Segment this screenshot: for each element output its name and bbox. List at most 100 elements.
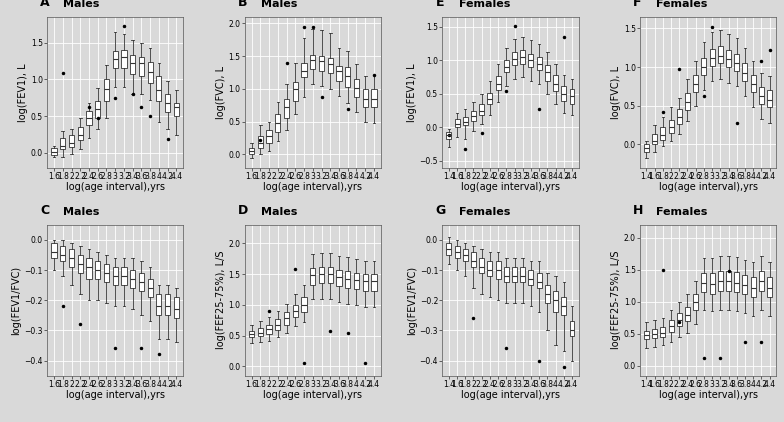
PathPatch shape: [372, 274, 376, 291]
Text: B: B: [238, 0, 247, 9]
PathPatch shape: [669, 320, 673, 332]
PathPatch shape: [130, 270, 136, 288]
PathPatch shape: [710, 49, 714, 65]
PathPatch shape: [652, 329, 657, 338]
PathPatch shape: [644, 144, 649, 152]
PathPatch shape: [78, 255, 83, 273]
PathPatch shape: [528, 54, 533, 67]
PathPatch shape: [103, 79, 109, 101]
PathPatch shape: [69, 249, 74, 267]
X-axis label: log(age interval),yrs: log(age interval),yrs: [461, 182, 560, 192]
Text: Females: Females: [459, 207, 510, 217]
Y-axis label: log(FEF25-75%), L/S: log(FEF25-75%), L/S: [216, 251, 226, 349]
PathPatch shape: [759, 87, 764, 104]
Text: E: E: [435, 0, 444, 9]
PathPatch shape: [528, 270, 533, 285]
PathPatch shape: [693, 294, 699, 310]
X-axis label: log(age interval),yrs: log(age interval),yrs: [461, 390, 560, 400]
PathPatch shape: [310, 55, 315, 69]
PathPatch shape: [742, 275, 747, 294]
PathPatch shape: [362, 274, 368, 291]
PathPatch shape: [767, 90, 772, 107]
PathPatch shape: [156, 76, 162, 101]
PathPatch shape: [718, 271, 723, 291]
Text: F: F: [633, 0, 641, 9]
PathPatch shape: [310, 268, 315, 284]
PathPatch shape: [147, 279, 153, 297]
Text: Females: Females: [656, 207, 708, 217]
PathPatch shape: [553, 75, 558, 91]
Text: G: G: [435, 204, 445, 217]
PathPatch shape: [156, 294, 162, 315]
PathPatch shape: [751, 75, 756, 92]
PathPatch shape: [275, 319, 281, 330]
PathPatch shape: [258, 328, 263, 336]
PathPatch shape: [455, 246, 459, 258]
X-axis label: log(age interval),yrs: log(age interval),yrs: [66, 390, 165, 400]
Text: Females: Females: [459, 0, 510, 9]
PathPatch shape: [735, 54, 739, 71]
PathPatch shape: [644, 331, 649, 339]
PathPatch shape: [685, 92, 690, 110]
PathPatch shape: [354, 79, 359, 97]
X-axis label: log(age interval),yrs: log(age interval),yrs: [66, 182, 165, 192]
PathPatch shape: [69, 135, 74, 147]
PathPatch shape: [685, 307, 690, 321]
PathPatch shape: [165, 94, 170, 112]
PathPatch shape: [336, 66, 342, 81]
PathPatch shape: [718, 46, 723, 63]
PathPatch shape: [561, 297, 566, 315]
PathPatch shape: [652, 134, 657, 144]
Y-axis label: log(FVC), L: log(FVC), L: [611, 66, 621, 119]
PathPatch shape: [735, 272, 739, 292]
PathPatch shape: [284, 312, 289, 325]
PathPatch shape: [362, 89, 368, 107]
Text: Males: Males: [64, 207, 100, 217]
Y-axis label: log(FEF25-75%), L/S: log(FEF25-75%), L/S: [611, 251, 621, 349]
PathPatch shape: [95, 101, 100, 118]
PathPatch shape: [319, 267, 324, 283]
Text: Males: Males: [261, 207, 297, 217]
PathPatch shape: [86, 258, 92, 279]
PathPatch shape: [702, 58, 706, 75]
PathPatch shape: [301, 298, 307, 312]
PathPatch shape: [504, 60, 509, 73]
PathPatch shape: [328, 58, 333, 73]
PathPatch shape: [726, 271, 731, 291]
PathPatch shape: [86, 111, 92, 125]
PathPatch shape: [345, 68, 350, 87]
PathPatch shape: [677, 109, 682, 124]
PathPatch shape: [60, 138, 65, 149]
PathPatch shape: [122, 267, 126, 285]
PathPatch shape: [446, 243, 452, 255]
PathPatch shape: [545, 65, 550, 81]
X-axis label: log(age interval),yrs: log(age interval),yrs: [659, 390, 757, 400]
PathPatch shape: [122, 50, 126, 68]
PathPatch shape: [569, 321, 575, 336]
PathPatch shape: [660, 327, 666, 337]
PathPatch shape: [677, 313, 682, 326]
PathPatch shape: [174, 103, 179, 116]
PathPatch shape: [130, 55, 136, 74]
PathPatch shape: [258, 136, 263, 148]
PathPatch shape: [165, 294, 170, 315]
PathPatch shape: [495, 261, 500, 279]
PathPatch shape: [292, 82, 298, 101]
X-axis label: log(age interval),yrs: log(age interval),yrs: [263, 182, 362, 192]
Y-axis label: log(FVC), L: log(FVC), L: [216, 66, 226, 119]
Text: D: D: [238, 204, 248, 217]
Text: Females: Females: [656, 0, 708, 9]
PathPatch shape: [479, 258, 485, 273]
PathPatch shape: [463, 117, 468, 125]
PathPatch shape: [751, 277, 756, 298]
Text: Males: Males: [64, 0, 100, 9]
PathPatch shape: [545, 285, 550, 303]
PathPatch shape: [669, 120, 673, 133]
PathPatch shape: [488, 92, 492, 104]
PathPatch shape: [319, 56, 324, 70]
PathPatch shape: [139, 57, 144, 76]
PathPatch shape: [759, 271, 764, 291]
PathPatch shape: [726, 50, 731, 67]
PathPatch shape: [537, 57, 542, 70]
X-axis label: log(age interval),yrs: log(age interval),yrs: [659, 182, 757, 192]
